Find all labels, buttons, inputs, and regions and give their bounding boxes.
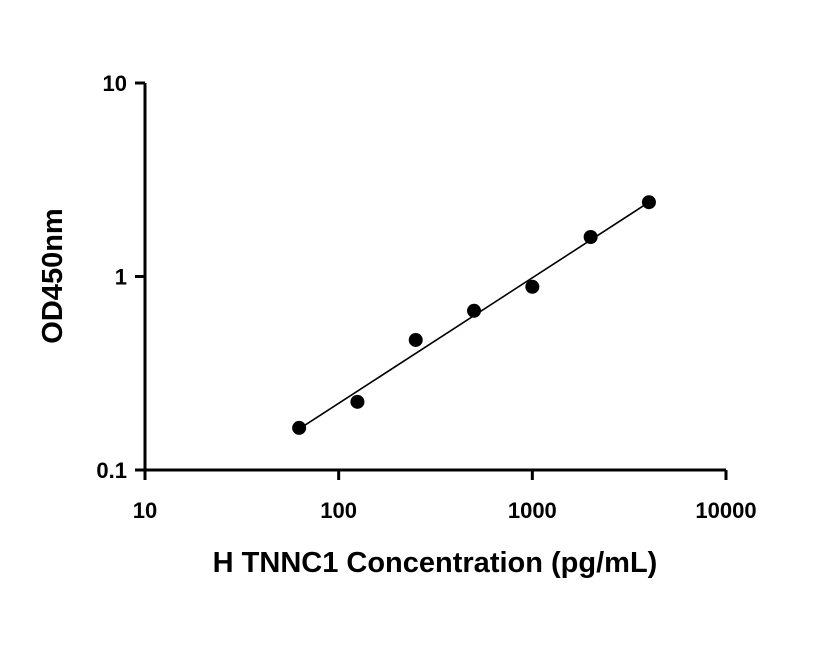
y-tick-label: 0.1 — [96, 458, 127, 483]
x-tick-label: 10000 — [695, 498, 756, 523]
data-points — [292, 195, 656, 435]
x-tick-label: 100 — [320, 498, 357, 523]
data-point — [408, 332, 423, 347]
axes — [143, 83, 726, 472]
data-point — [292, 420, 307, 435]
data-point — [350, 394, 365, 409]
data-point — [641, 195, 656, 210]
y-tick-label: 1 — [115, 265, 127, 290]
x-tick-label: 1000 — [508, 498, 557, 523]
data-point — [525, 279, 540, 294]
x-tick-label: 10 — [133, 498, 157, 523]
y-tick-label: 10 — [103, 71, 127, 96]
ticks: 10 100 1000 10000 0.1 1 10 — [96, 71, 756, 523]
y-axis-title: OD450nm — [37, 208, 69, 343]
data-point — [583, 230, 598, 245]
x-axis-title: H TNNC1 Concentration (pg/mL) — [213, 547, 658, 579]
data-point — [467, 303, 482, 318]
